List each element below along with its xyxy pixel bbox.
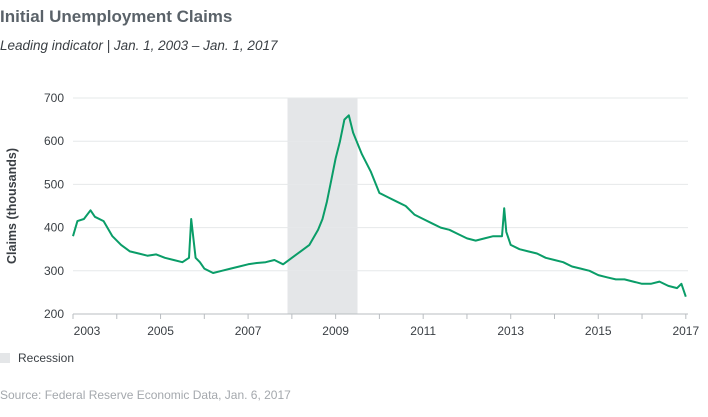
x-ticks: 2003 2005 2007 2009 2011 2013 2015 2017 xyxy=(72,314,699,338)
y-tick-label: 400 xyxy=(44,221,64,235)
chart-subtitle: Leading indicator | Jan. 1, 2003 – Jan. … xyxy=(0,38,278,53)
claims-line xyxy=(72,114,687,298)
x-tick-label: 2013 xyxy=(497,324,524,338)
recession-band xyxy=(287,98,358,314)
x-tick-label: 2007 xyxy=(235,324,262,338)
recession-legend-swatch xyxy=(0,353,10,363)
y-tick-label: 200 xyxy=(44,307,64,321)
gridlines xyxy=(73,97,688,315)
y-tick-label: 300 xyxy=(44,264,64,278)
y-tick-label: 700 xyxy=(44,91,64,105)
x-tick-label: 2011 xyxy=(410,324,436,338)
x-tick-label: 2015 xyxy=(585,324,612,338)
source-note: Source: Federal Reserve Economic Data, J… xyxy=(0,388,291,402)
recession-band-layer xyxy=(287,98,358,314)
y-tick-label: 600 xyxy=(44,134,64,148)
x-tick-label: 2005 xyxy=(147,324,174,338)
x-tick-label: 2009 xyxy=(322,324,349,338)
x-tick-label: 2003 xyxy=(74,324,101,338)
y-tick-label: 500 xyxy=(44,177,64,191)
y-tick-labels: 200 300 400 500 600 700 xyxy=(44,91,64,321)
data-line-layer xyxy=(72,114,687,298)
recession-legend-label: Recession xyxy=(18,351,75,365)
chart-title: Initial Unemployment Claims xyxy=(0,7,233,26)
legend: Recession xyxy=(0,351,74,365)
x-tick-label: 2017 xyxy=(672,324,699,338)
y-axis-label: Claims (thousands) xyxy=(5,148,19,264)
